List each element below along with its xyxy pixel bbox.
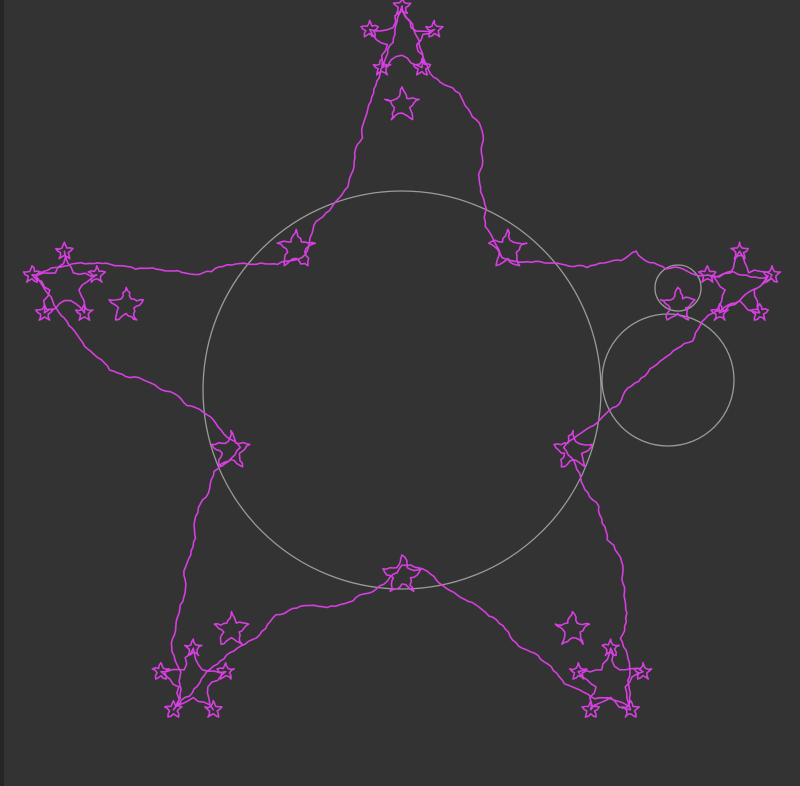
- main-guide-circle: [202, 190, 602, 590]
- guide-circles: [202, 190, 735, 590]
- canvas-left-edge: [0, 0, 4, 786]
- side-guide-circle: [601, 313, 735, 447]
- small-guide-circle: [654, 264, 702, 312]
- fractal-star-curve: [22, 0, 782, 718]
